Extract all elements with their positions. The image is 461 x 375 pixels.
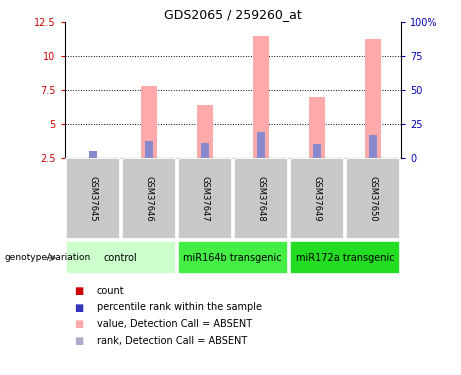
Bar	[309, 97, 325, 158]
Bar	[89, 151, 96, 157]
Text: miR172a transgenic: miR172a transgenic	[296, 253, 394, 263]
Bar	[197, 105, 213, 158]
Bar	[369, 135, 377, 158]
Text: miR164b transgenic: miR164b transgenic	[183, 253, 282, 263]
Bar	[178, 158, 232, 239]
Bar	[65, 158, 119, 239]
Bar	[178, 242, 288, 274]
Text: genotype/variation: genotype/variation	[5, 254, 91, 262]
Bar	[346, 158, 400, 239]
Text: rank, Detection Call = ABSENT: rank, Detection Call = ABSENT	[97, 336, 247, 346]
Text: GSM37649: GSM37649	[313, 176, 321, 222]
Bar	[313, 144, 321, 158]
Text: ■: ■	[74, 336, 83, 346]
Text: GSM37646: GSM37646	[144, 176, 153, 222]
Text: GSM37648: GSM37648	[256, 176, 266, 222]
Text: ■: ■	[74, 320, 83, 329]
Text: ■: ■	[74, 286, 83, 296]
Bar	[253, 36, 269, 158]
Bar	[122, 158, 176, 239]
Text: value, Detection Call = ABSENT: value, Detection Call = ABSENT	[97, 320, 252, 329]
Bar	[65, 242, 176, 274]
Bar	[290, 158, 344, 239]
Bar	[201, 142, 209, 158]
Bar	[234, 158, 288, 239]
Text: ■: ■	[74, 303, 83, 312]
Bar	[365, 39, 381, 158]
Bar	[257, 132, 265, 158]
Text: control: control	[104, 253, 137, 263]
Text: count: count	[97, 286, 124, 296]
Bar	[145, 141, 153, 158]
Bar	[290, 242, 400, 274]
Bar	[141, 86, 157, 158]
Text: GSM37650: GSM37650	[368, 176, 378, 222]
Text: percentile rank within the sample: percentile rank within the sample	[97, 303, 262, 312]
Text: GSM37647: GSM37647	[200, 176, 209, 222]
Text: GSM37645: GSM37645	[88, 176, 97, 222]
Title: GDS2065 / 259260_at: GDS2065 / 259260_at	[164, 8, 301, 21]
